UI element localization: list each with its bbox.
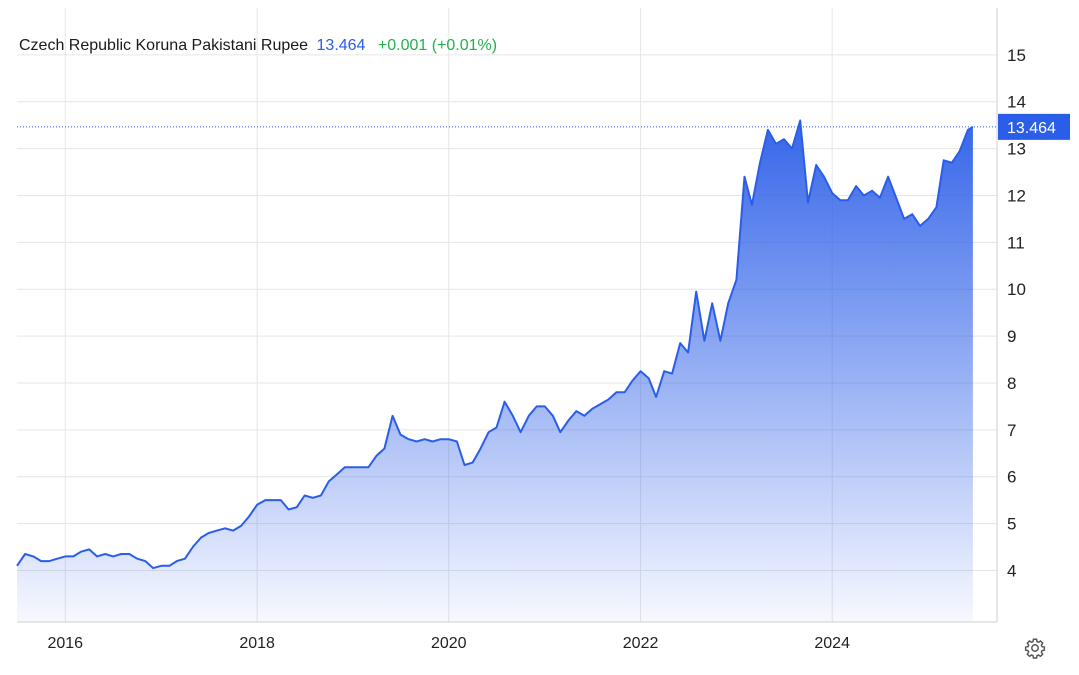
axes: 4 5 6 7 8 9 10 11 12 13 14 15 2016 2018 2020 2022 2024 bbox=[17, 8, 1026, 652]
price-tag-label: 13.464 bbox=[1007, 120, 1056, 137]
area-path bbox=[17, 120, 973, 622]
y-tick-label: 13 bbox=[1007, 140, 1026, 159]
y-tick-label: 6 bbox=[1007, 468, 1016, 487]
series-line bbox=[16, 119, 974, 570]
y-tick-label: 7 bbox=[1007, 421, 1016, 440]
y-tick-label: 12 bbox=[1007, 186, 1026, 205]
x-tick-label: 2022 bbox=[623, 635, 659, 652]
x-tick-label: 2016 bbox=[47, 635, 83, 652]
y-tick-label: 4 bbox=[1007, 561, 1016, 580]
y-tick-label: 5 bbox=[1007, 515, 1016, 534]
y-tick-label: 15 bbox=[1007, 46, 1026, 65]
x-tick-label: 2018 bbox=[239, 635, 275, 652]
gear-icon[interactable] bbox=[1024, 637, 1046, 659]
y-tick-label: 10 bbox=[1007, 280, 1026, 299]
area-fill bbox=[17, 120, 973, 622]
y-tick-label: 9 bbox=[1007, 327, 1016, 346]
y-tick-label: 8 bbox=[1007, 374, 1016, 393]
y-tick-label: 14 bbox=[1007, 93, 1026, 112]
price-tag-group: 13.464 bbox=[17, 113, 1070, 140]
current-price: 13.464 bbox=[316, 37, 366, 54]
pair-name: Czech Republic Koruna Pakistani Rupee bbox=[19, 37, 309, 54]
chart-header: Czech Republic Koruna Pakistani Rupee 13… bbox=[19, 37, 497, 55]
price-tag bbox=[998, 113, 1070, 140]
y-tick-label: 11 bbox=[1007, 233, 1025, 252]
x-tick-label: 2024 bbox=[814, 635, 850, 652]
series-line-group bbox=[16, 119, 974, 570]
x-tick-label: 2020 bbox=[431, 635, 467, 652]
price-change: +0.001 (+0.01%) bbox=[377, 37, 498, 54]
